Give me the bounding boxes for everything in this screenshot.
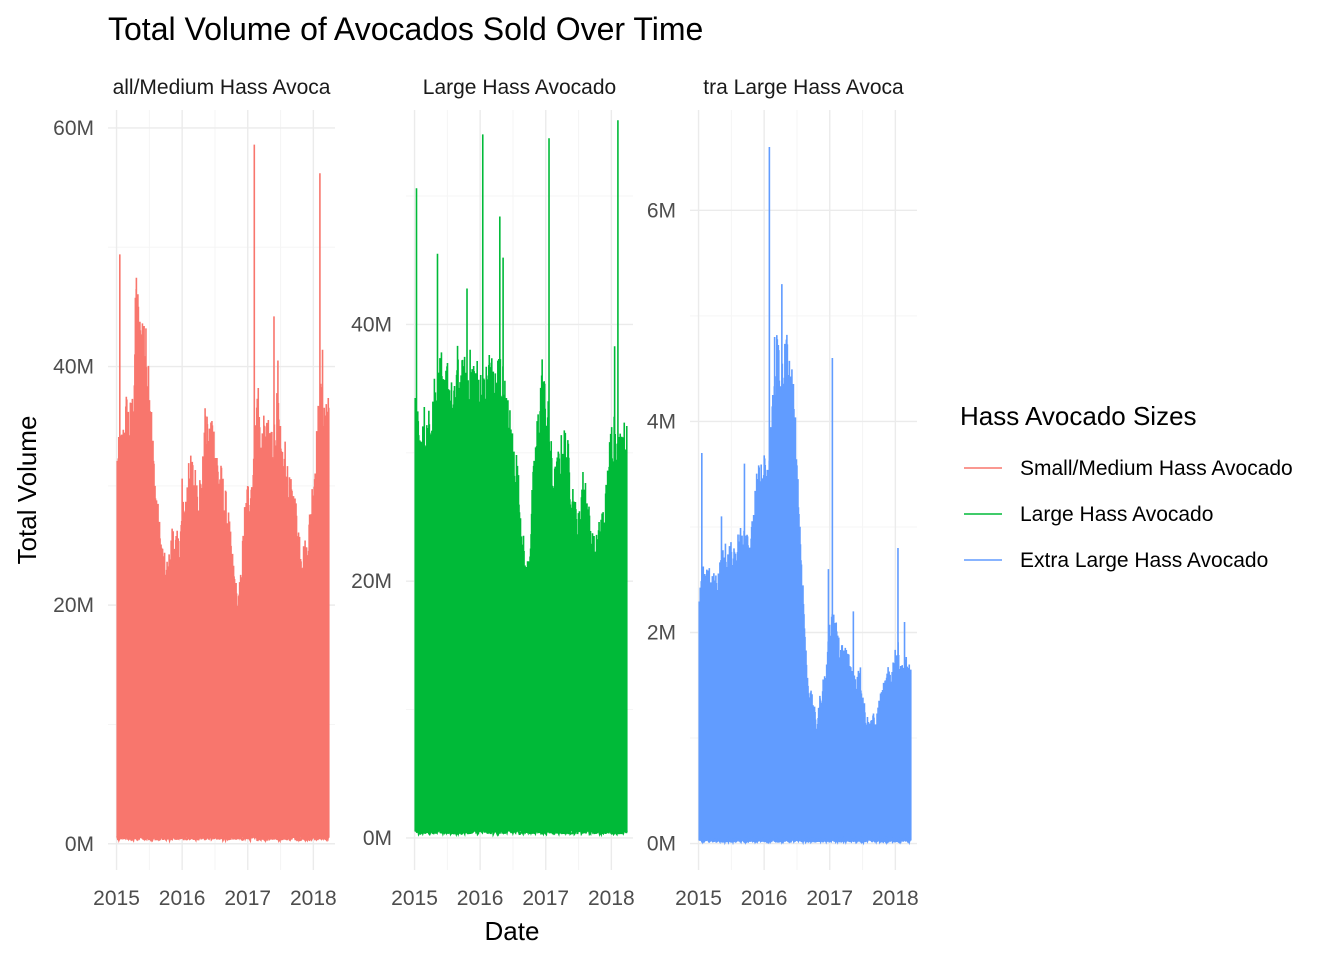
series-line: [116, 144, 330, 838]
series-line: [698, 146, 912, 841]
y-tick-label: 6M: [647, 199, 676, 222]
y-tick-label: 40M: [351, 313, 392, 336]
series-2: [414, 120, 628, 838]
y-tick-label: 20M: [53, 594, 94, 617]
x-tick-label: 2015: [675, 887, 722, 910]
x-tick-label: 2016: [159, 887, 206, 910]
legend-item: Small/Medium Hass Avocado: [964, 457, 1293, 480]
legend-title: Hass Avocado Sizes: [960, 401, 1197, 431]
x-tick-label: 2017: [806, 887, 853, 910]
legend-item: Large Hass Avocado: [964, 503, 1213, 526]
x-tick-label: 2016: [457, 887, 504, 910]
facet-strip-label: all/Medium Hass Avoca: [113, 76, 331, 99]
series-baseline: [414, 825, 628, 838]
facet-panels: 0M 20M 40M 60M 2015 2016 2017 2018 all/Medium Ha…: [53, 76, 919, 910]
legend: Hass Avocado Sizes Small/Medium Hass Avo…: [960, 401, 1293, 572]
x-tick-label: 2018: [588, 887, 635, 910]
facet-panel-2: 0M 20M 40M 2015 2016 2017 2018 Large Hass Avoca…: [351, 76, 635, 910]
x-tick-label: 2017: [224, 887, 271, 910]
x-tick-label: 2018: [290, 887, 337, 910]
series-line: [414, 120, 628, 832]
y-axis-title: Total Volume: [12, 416, 42, 565]
x-tick-label: 2017: [522, 887, 569, 910]
y-tick-label: 2M: [647, 622, 676, 645]
y-tick-label: 60M: [53, 117, 94, 140]
x-tick-label: 2016: [741, 887, 788, 910]
y-tick-label: 4M: [647, 410, 676, 433]
x-axis-title: Date: [485, 916, 540, 946]
y-tick-label: 0M: [363, 827, 392, 850]
facet-strip-label: Large Hass Avocado: [423, 76, 616, 99]
legend-label: Extra Large Hass Avocado: [1020, 549, 1268, 572]
y-tick-label: 40M: [53, 356, 94, 379]
legend-label: Small/Medium Hass Avocado: [1020, 457, 1293, 480]
facet-panel-1: 0M 20M 40M 60M 2015 2016 2017 2018 all/Medium Ha…: [53, 76, 337, 910]
y-tick-label: 0M: [647, 833, 676, 856]
series-3: [698, 146, 912, 846]
x-tick-label: 2015: [93, 887, 140, 910]
series-baseline: [698, 835, 912, 846]
x-tick-label: 2015: [391, 887, 438, 910]
y-tick-label: 20M: [351, 570, 392, 593]
legend-items: Small/Medium Hass Avocado Large Hass Avoc…: [964, 457, 1293, 572]
x-tick-label: 2018: [872, 887, 919, 910]
facet-strip-label: tra Large Hass Avoca: [703, 76, 904, 99]
legend-item: Extra Large Hass Avocado: [964, 549, 1268, 572]
y-tick-label: 0M: [65, 833, 94, 856]
series-baseline: [116, 831, 330, 844]
facet-panel-3: 0M 2M 4M 6M 2015 2016 2017 2018 tra Large Hass A…: [647, 76, 919, 910]
chart-title: Total Volume of Avocados Sold Over Time: [108, 11, 703, 47]
legend-label: Large Hass Avocado: [1020, 503, 1213, 526]
series-1: [116, 144, 330, 844]
